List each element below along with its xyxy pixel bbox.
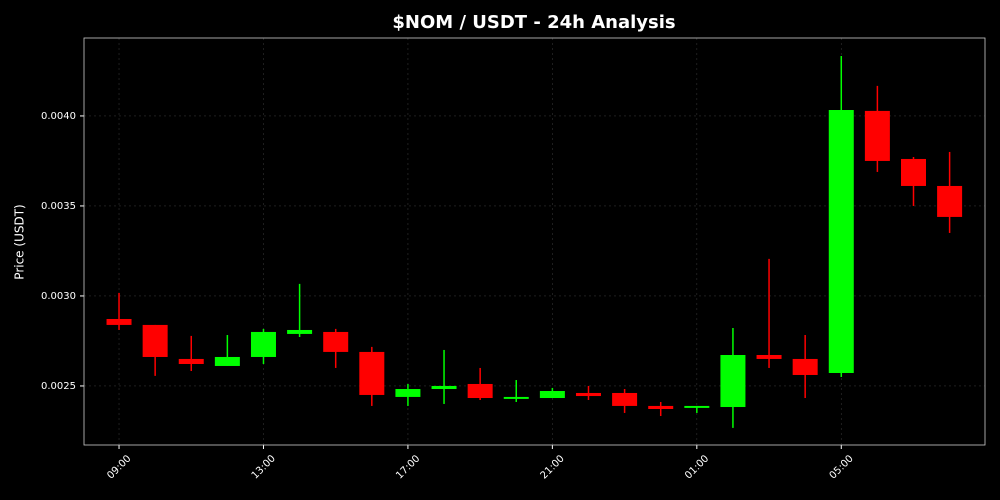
- candle-body: [828, 110, 854, 373]
- candle-body: [720, 354, 746, 408]
- candle-body: [575, 392, 601, 397]
- x-tick-label: 13:00: [250, 453, 278, 481]
- y-tick-label: 0.0030: [41, 291, 76, 302]
- x-tick-label: 21:00: [539, 453, 567, 481]
- candle-body: [756, 354, 782, 359]
- y-tick-label: 0.0035: [41, 201, 76, 212]
- candle-body: [323, 331, 349, 352]
- candle-body: [106, 318, 132, 325]
- plot-frame: [83, 37, 986, 446]
- candle-body: [359, 351, 385, 395]
- candle-body: [250, 331, 276, 357]
- candle-body: [864, 110, 890, 161]
- candle-body: [431, 385, 457, 390]
- candle-body: [684, 405, 710, 408]
- candle-body: [467, 383, 493, 399]
- chart-title: $NOM / USDT - 24h Analysis: [392, 12, 675, 33]
- y-tick-label: 0.0025: [41, 381, 76, 392]
- candle-body: [648, 405, 674, 409]
- candle-body: [539, 390, 565, 399]
- candle-body: [178, 358, 204, 364]
- candle-body: [287, 329, 313, 334]
- candle-body: [142, 324, 168, 357]
- x-tick-label: 05:00: [828, 453, 856, 481]
- candle-body: [612, 392, 638, 406]
- candle-body: [900, 158, 926, 186]
- candle-body: [214, 356, 240, 366]
- x-tick-label: 01:00: [683, 453, 711, 481]
- candle-body: [503, 396, 529, 399]
- x-tick-label: 17:00: [394, 453, 422, 481]
- x-tick-label: 09:00: [105, 453, 133, 481]
- candle-body: [395, 389, 421, 397]
- candle-body: [792, 358, 818, 375]
- y-tick-label: 0.0040: [41, 111, 76, 122]
- y-axis-label: Price (USDT): [13, 204, 27, 279]
- candle-body: [937, 185, 963, 217]
